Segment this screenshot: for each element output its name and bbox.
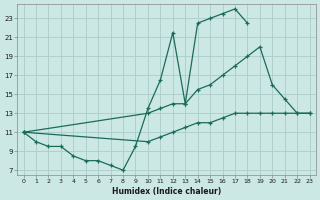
X-axis label: Humidex (Indice chaleur): Humidex (Indice chaleur) bbox=[112, 187, 221, 196]
